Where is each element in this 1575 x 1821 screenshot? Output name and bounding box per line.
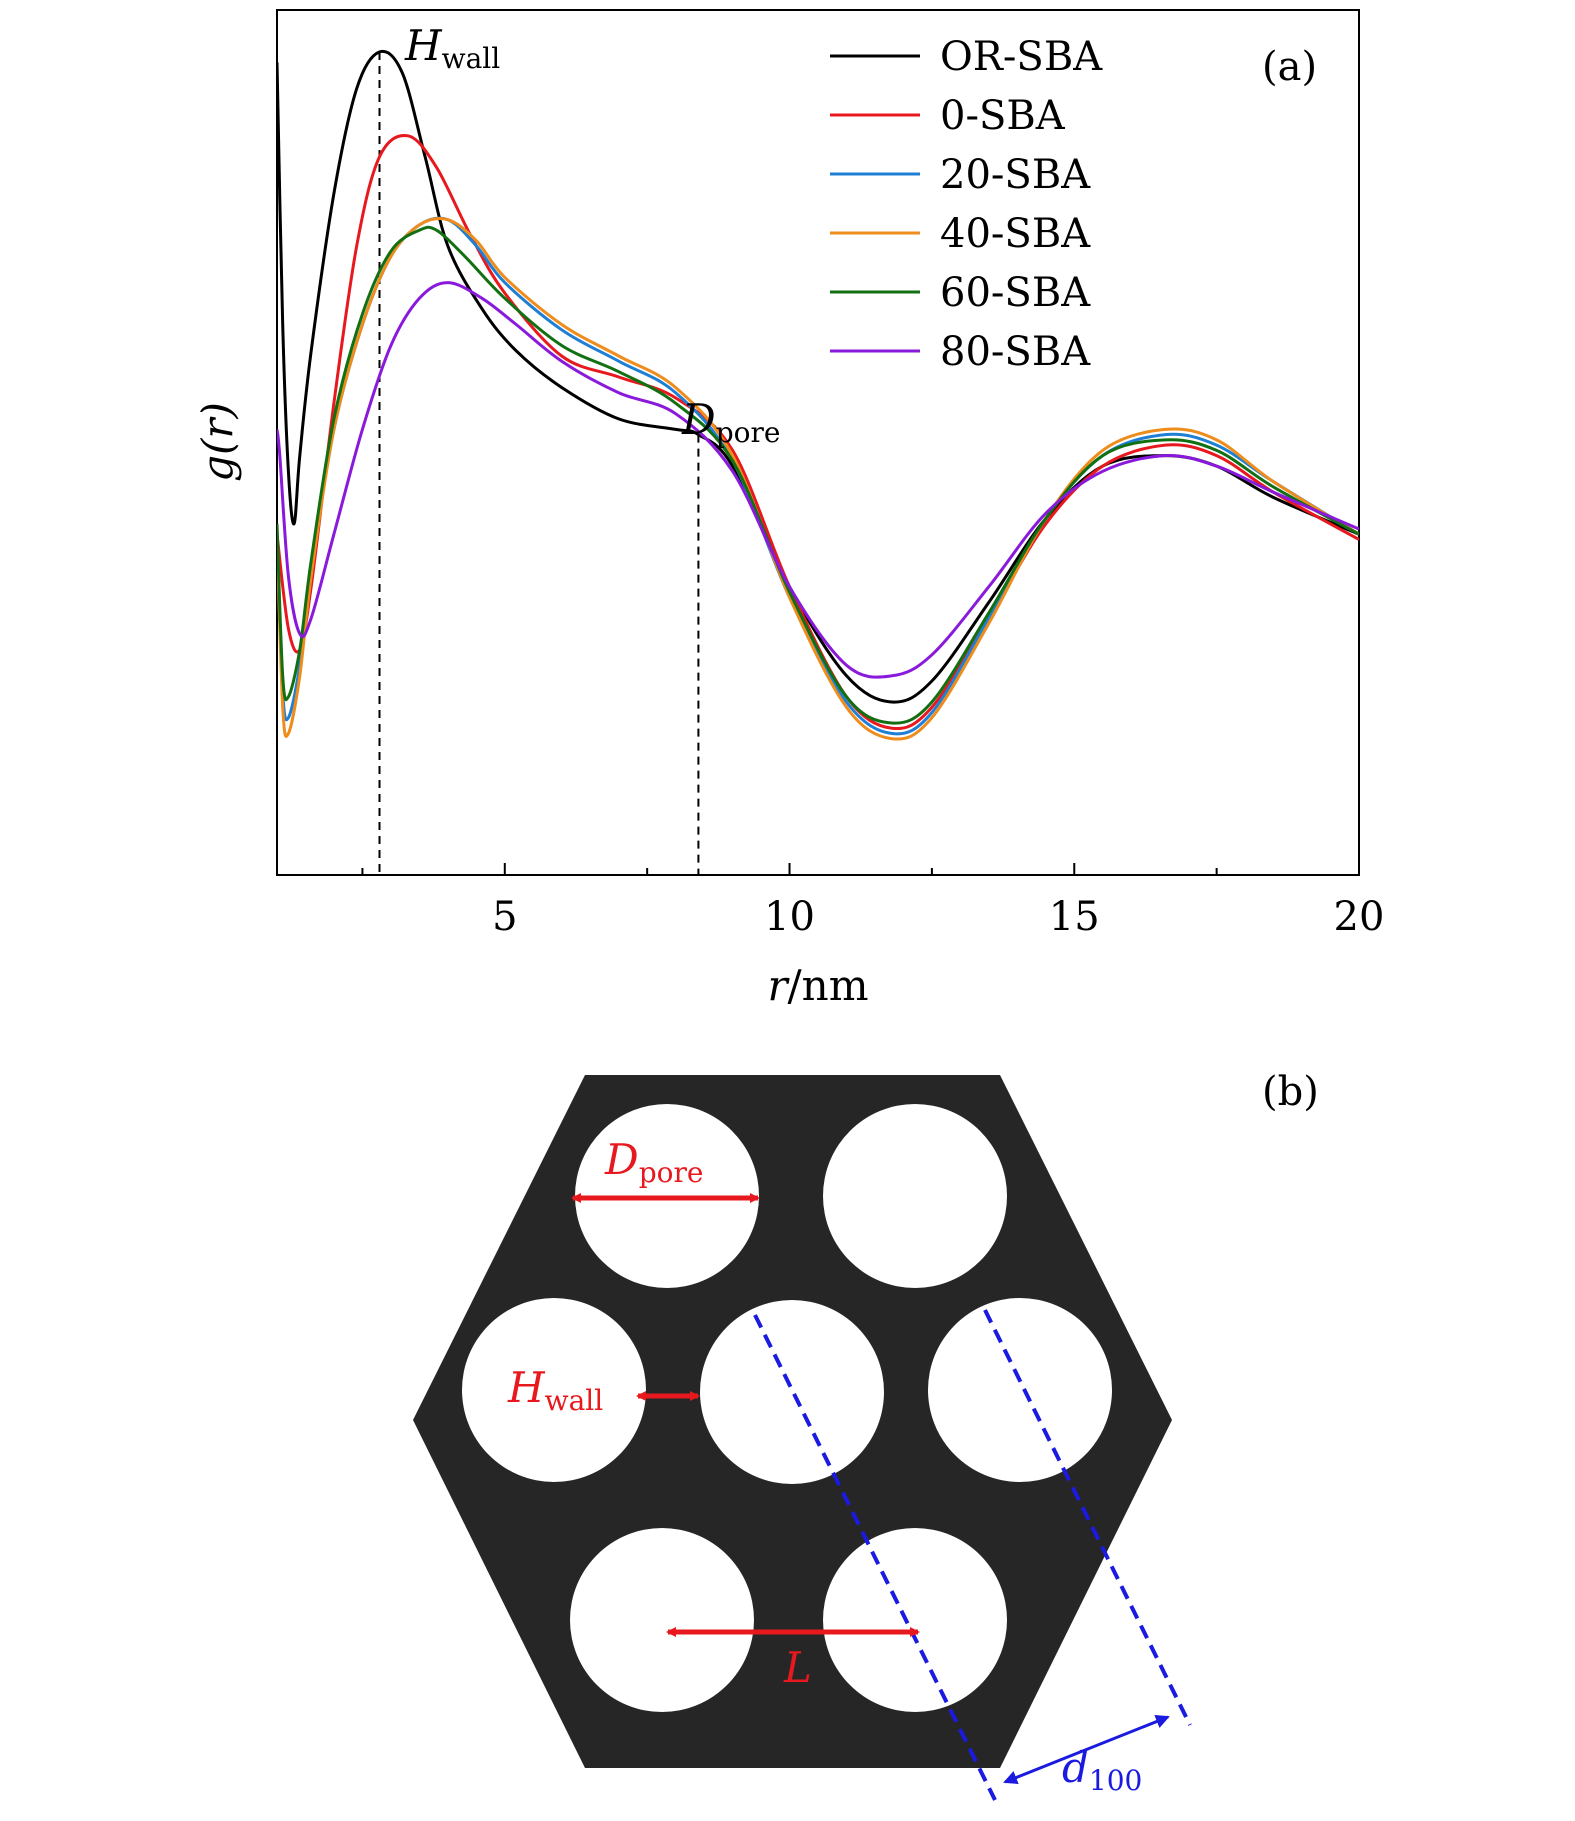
x-tick-label: 15: [1049, 894, 1100, 940]
hwall-label-sub: wall: [545, 1384, 604, 1417]
annotation-lines: [378, 51, 700, 875]
dpore-annotation: Dpore: [681, 395, 780, 449]
legend-label: 0-SBA: [940, 93, 1066, 139]
x-axis-label-var: r: [767, 961, 790, 1010]
dpore-label: Dpore: [604, 1135, 703, 1189]
series-line-80-sba: [277, 281, 1359, 679]
legend-label: 80-SBA: [940, 329, 1091, 375]
x-ticks: [361, 863, 1360, 875]
series-line-or-sba: [277, 49, 1359, 704]
pore: [823, 1528, 1007, 1712]
dpore-annotation-sub: pore: [716, 416, 781, 449]
legend: OR-SBA 0-SBA 20-SBA 40-SBA 60-SBA 80-SBA: [830, 34, 1103, 375]
panel-label-a: (a): [1262, 44, 1317, 90]
y-axis-label: g(r): [193, 402, 242, 482]
d100-label-sub: 100: [1089, 1764, 1142, 1797]
pore: [928, 1298, 1112, 1482]
series-line-40-sba: [277, 217, 1359, 741]
center-distance-label: L: [783, 1643, 812, 1692]
hwall-annotation-base: H: [404, 21, 443, 70]
x-tick-label: 5: [492, 894, 517, 940]
dpore-label-sub: pore: [639, 1156, 704, 1189]
legend-label: 20-SBA: [940, 152, 1091, 198]
d100-label-base: d: [1062, 1743, 1089, 1792]
plot-frame: [276, 9, 1360, 876]
lattice-plane-line: [983, 1309, 1192, 1726]
legend-label: OR-SBA: [940, 34, 1103, 80]
pore: [700, 1300, 884, 1484]
x-tick-label: 20: [1334, 894, 1385, 940]
panel-a: 5 10 15 20 Hwall Dpore (a) OR-SBA 0-SBA 20-SB…: [193, 9, 1384, 1010]
dpore-annotation-base: D: [681, 395, 716, 444]
hwall-label-base: H: [507, 1363, 546, 1412]
legend-label: 40-SBA: [940, 211, 1091, 257]
hwall-annotation-sub: wall: [442, 42, 501, 75]
pore: [462, 1298, 646, 1482]
legend-label: 60-SBA: [940, 270, 1091, 316]
hwall-label: Hwall: [507, 1363, 603, 1417]
panel-label-b: (b): [1262, 1069, 1319, 1115]
x-axis-label-unit: nm: [802, 961, 869, 1010]
panel-b: d100 Dpore Hwall L (b): [413, 1069, 1319, 1801]
series-line-60-sba: [277, 225, 1359, 725]
hwall-annotation: Hwall: [404, 21, 500, 75]
d100-arrow: [1003, 1714, 1170, 1785]
pore: [570, 1528, 754, 1712]
x-axis-label: r/nm: [767, 961, 868, 1010]
x-axis-label-slash: /: [788, 961, 803, 1010]
pore: [823, 1104, 1007, 1288]
lattice-plane-line: [753, 1314, 997, 1801]
dpore-label-base: D: [604, 1135, 639, 1184]
x-tick-label: 10: [764, 894, 815, 940]
series-lines: [277, 49, 1359, 741]
d100-label: d100: [1062, 1743, 1142, 1797]
x-tick-labels: 5 10 15 20: [492, 894, 1384, 940]
